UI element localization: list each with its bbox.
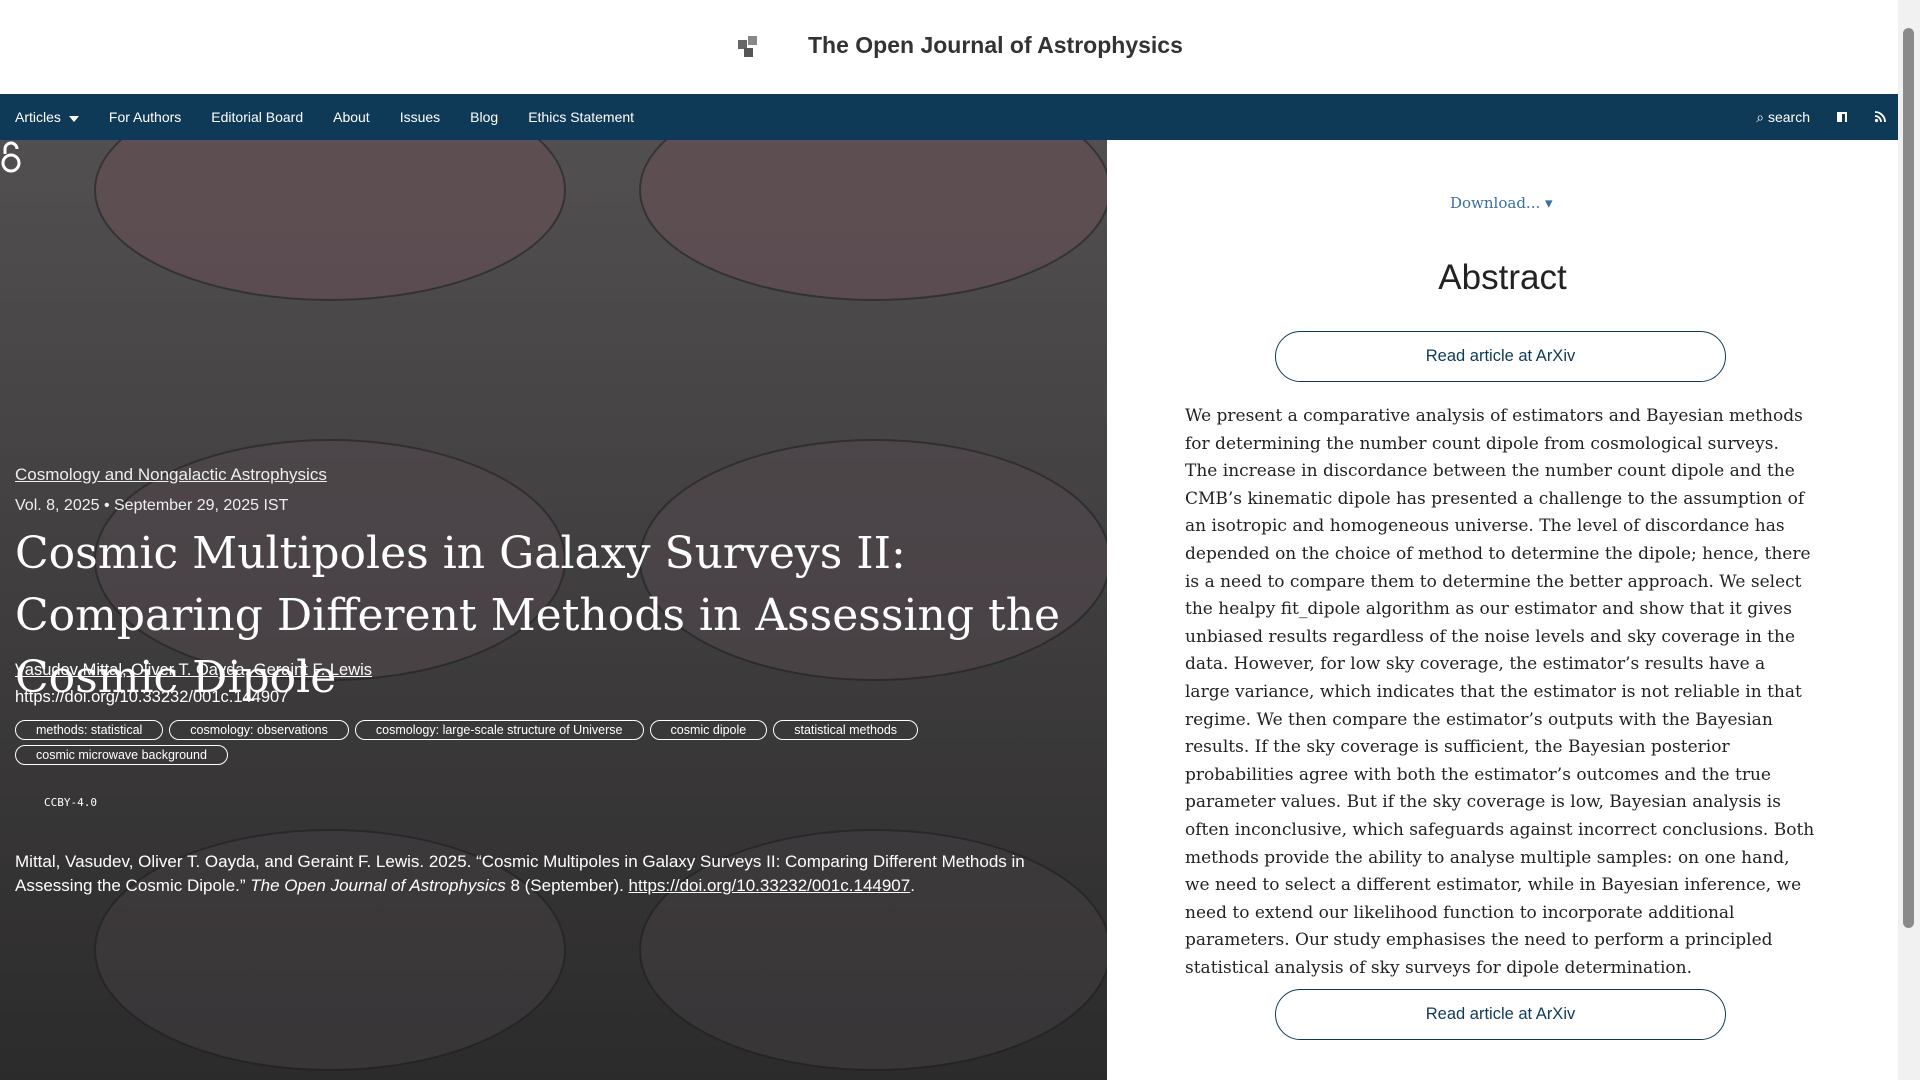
sidebar: Download... ▾ Abstract Read article at A…	[1107, 140, 1898, 1080]
keyword-tag[interactable]: methods: statistical	[15, 720, 164, 740]
citation-journal: The Open Journal of Astrophysics	[250, 876, 506, 895]
dropdown-caret[interactable]	[68, 116, 79, 122]
authors: Vasudev MittalOliver T. OaydaGeraint F. …	[15, 661, 372, 680]
license: CCBY-4.0	[44, 796, 97, 809]
nav-item[interactable]: Blog	[470, 109, 499, 125]
abstract-text: We present a comparative analysis of est…	[1185, 406, 1815, 978]
article-hero: Cosmology and Nongalactic Astrophysics V…	[0, 140, 1107, 1080]
scrollbar-thumb[interactable]	[1903, 28, 1914, 928]
nav-item[interactable]: About	[333, 109, 370, 125]
open-access-icon	[1, 141, 21, 173]
nav-bar: Articles For Authors Editorial Board About I…	[0, 94, 1898, 140]
keyword-tag[interactable]: cosmology: large-scale structure of Univ…	[354, 720, 644, 740]
keyword-tag[interactable]: statistical methods	[773, 720, 919, 740]
nav-item[interactable]: Issues	[399, 109, 441, 125]
author-link[interactable]: Geraint F. Lewis	[253, 661, 373, 679]
download-menu[interactable]: Download... ▾	[1450, 194, 1553, 212]
author-link[interactable]: Vasudev Mittal	[15, 661, 131, 679]
search-label[interactable]: search	[1767, 108, 1810, 125]
citation: Mittal, Vasudev, Oliver T. Oayda, and Ge…	[15, 850, 1095, 898]
section-link[interactable]: Cosmology and Nongalactic Astrophysics	[15, 465, 327, 484]
logo[interactable]	[736, 34, 760, 58]
author-link[interactable]: Oliver T. Oayda	[131, 661, 254, 679]
keyword-tag[interactable]: cosmology: observations	[169, 720, 349, 740]
citation-text: Mittal, Vasudev, Oliver T. Oayda, and Ge…	[15, 852, 1025, 895]
keywords: methods: statistical cosmology: observati…	[15, 720, 1015, 765]
nav-right: ⌕ search	[1756, 94, 1886, 140]
rss-icon[interactable]	[1874, 111, 1886, 123]
site-header: The Open Journal of Astrophysics	[0, 0, 1898, 94]
citation-text: 8 (September).	[505, 876, 629, 895]
nav-items: Articles For Authors Editorial Board About I…	[0, 109, 634, 125]
nav-item[interactable]: Editorial Board	[211, 109, 304, 125]
doi[interactable]: https://doi.org/10.33232/001c.144907	[15, 688, 289, 706]
keyword-tag[interactable]: cosmic dipole	[649, 720, 768, 740]
nav-item[interactable]: For Authors	[108, 109, 182, 125]
volume-date: Vol. 8, 2025 • September 29, 2025 IST	[15, 497, 289, 514]
keyword-tag[interactable]: cosmic microwave background	[15, 745, 228, 765]
nav-item[interactable]: Articles	[15, 109, 79, 125]
abstract-heading: Abstract	[1438, 258, 1567, 297]
facebook-icon[interactable]	[1836, 111, 1848, 123]
nav-item[interactable]: Ethics Statement	[528, 109, 635, 125]
citation-link[interactable]: https://doi.org/10.33232/001c.144907	[628, 876, 911, 895]
read-arxiv-button[interactable]: Read article at ArXiv	[1275, 989, 1726, 1040]
hero-background	[0, 140, 1107, 1080]
site-title[interactable]: The Open Journal of Astrophysics	[808, 32, 1183, 58]
article-title: Cosmic Multipoles in Galaxy Surveys II: …	[15, 528, 1061, 703]
read-arxiv-button[interactable]: Read article at ArXiv	[1275, 331, 1726, 382]
search-link[interactable]: ⌕ search	[1756, 108, 1810, 125]
citation-end: .	[910, 876, 915, 895]
